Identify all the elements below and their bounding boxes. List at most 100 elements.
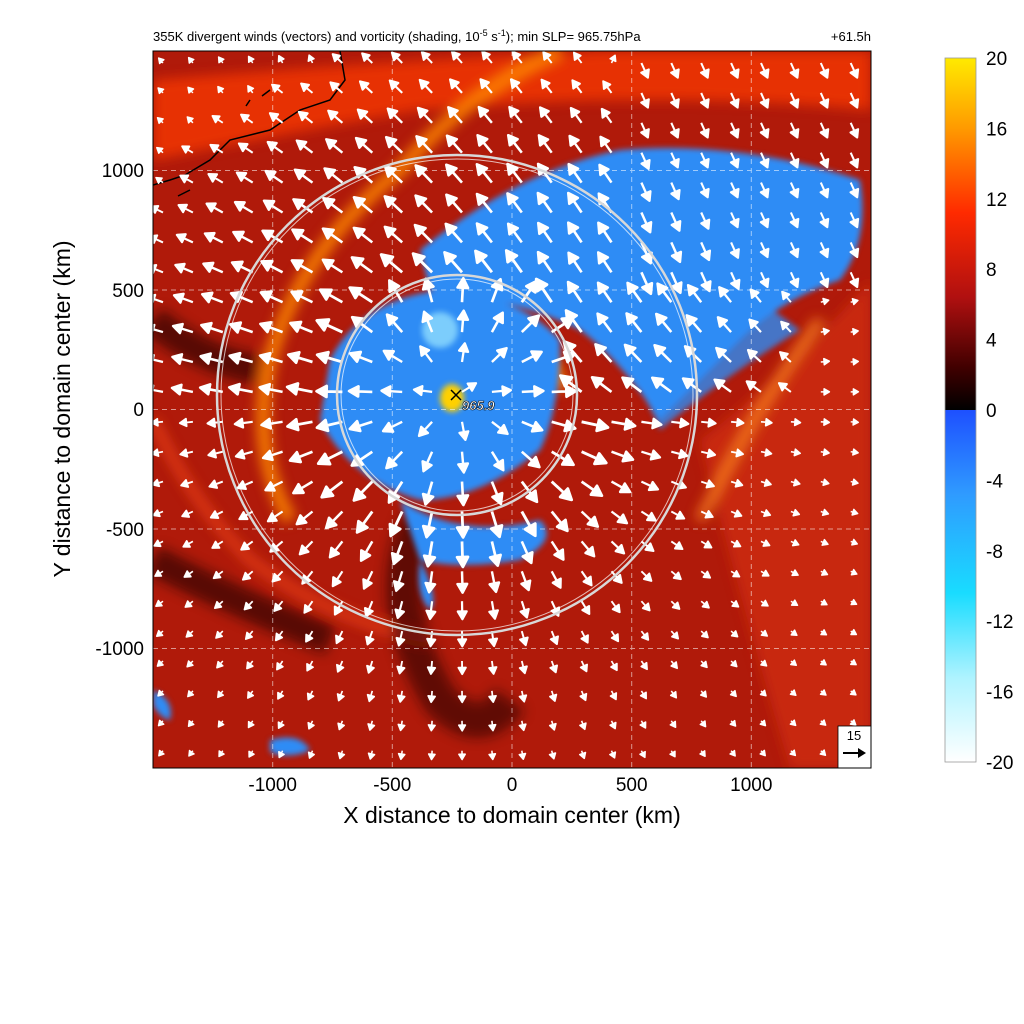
wind-vector [491,420,509,436]
wind-vector [348,419,373,433]
wind-vector [670,660,678,670]
wind-vector [713,378,732,393]
wind-vector [610,630,620,643]
wind-vector [760,448,773,457]
wind-vector [305,630,314,643]
wind-vector [209,143,224,154]
wind-vector [381,420,403,433]
wind-vector [519,600,530,619]
wind-vector [205,202,224,214]
wind-vector [580,540,596,558]
wind-vector [596,312,613,333]
wind-vector [716,316,732,333]
colorbar-tick-label: -8 [986,542,1003,563]
wind-vector [379,253,404,274]
wind-vector [640,122,650,139]
wind-vector [158,749,165,757]
wind-vector [157,87,165,95]
wind-vector [820,478,830,487]
wind-vector [474,249,494,274]
wind-vector [670,152,680,169]
wind-vector [390,540,404,566]
min-slp-label: 965.9 [462,398,495,413]
y-axis-label: Y distance to domain center (km) [49,240,75,577]
wind-vector [382,349,403,364]
wind-vector [489,511,504,539]
wind-vector [261,449,283,462]
wind-vector [420,51,433,64]
wind-vector [354,136,374,154]
wind-vector [477,105,493,124]
wind-vector [730,660,738,668]
wind-vector [581,450,608,466]
wind-vector [290,290,314,304]
wind-vector [789,659,798,667]
wind-vector [819,749,827,756]
y-tick-label-1: 500 [112,281,144,302]
wind-vector [670,212,682,232]
wind-vector [315,318,344,334]
wind-vector [610,660,618,672]
wind-vector [488,541,502,567]
wind-vector [212,570,224,580]
wind-vector [170,383,194,396]
wind-vector [237,142,254,154]
wind-vector [303,600,314,614]
wind-vector [669,720,677,729]
wind-vector [730,539,742,548]
wind-vector [730,271,741,291]
wind-vector [610,540,626,555]
wind-vector [850,628,858,636]
x-tick-label-0: -1000 [248,775,297,796]
wind-vector [271,570,284,583]
wind-vector [461,382,478,393]
wind-vector [730,630,739,638]
wind-vector [258,382,283,396]
wind-vector [759,152,770,169]
wind-vector [277,690,285,700]
wind-vector [504,249,523,274]
wind-vector [260,259,284,274]
wind-vector [700,241,712,262]
wind-vector [246,660,254,670]
wind-vector [571,79,583,94]
wind-vector [278,750,285,759]
colorbar-tick-label: 16 [986,119,1007,140]
wind-vector [479,78,493,94]
wind-vector [699,152,710,169]
wind-vector [596,281,613,303]
wind-vector [153,539,164,548]
wind-vector [729,62,740,79]
wind-vector [729,241,740,259]
colorbar-tick-label: -12 [986,612,1013,633]
wind-vector [790,629,798,637]
wind-vector [520,450,541,469]
wind-vector [536,221,553,244]
wind-vector [234,449,253,460]
wind-vector [590,375,613,393]
wind-vector [640,62,650,79]
wind-vector [481,51,493,64]
wind-vector [572,51,583,64]
wind-vector [609,750,617,759]
wind-vector [328,540,344,559]
wind-vector [700,570,712,579]
wind-vector [700,212,711,230]
wind-vector [594,343,613,363]
wind-vector [157,719,165,727]
wind-vector [820,327,830,336]
wind-vector [640,600,651,612]
wind-vector [444,222,464,244]
wind-vector [549,690,558,702]
wind-vector [849,122,860,139]
wind-vector [264,480,284,492]
wind-vector [789,152,800,169]
wind-vector [232,230,254,244]
wind-vector [850,418,860,426]
wind-vector [356,108,374,124]
reference-vector-key: 15 [837,725,872,769]
wind-vector [264,169,284,184]
wind-vector [153,293,164,304]
wind-vector [185,630,194,638]
wind-vector [542,51,553,64]
